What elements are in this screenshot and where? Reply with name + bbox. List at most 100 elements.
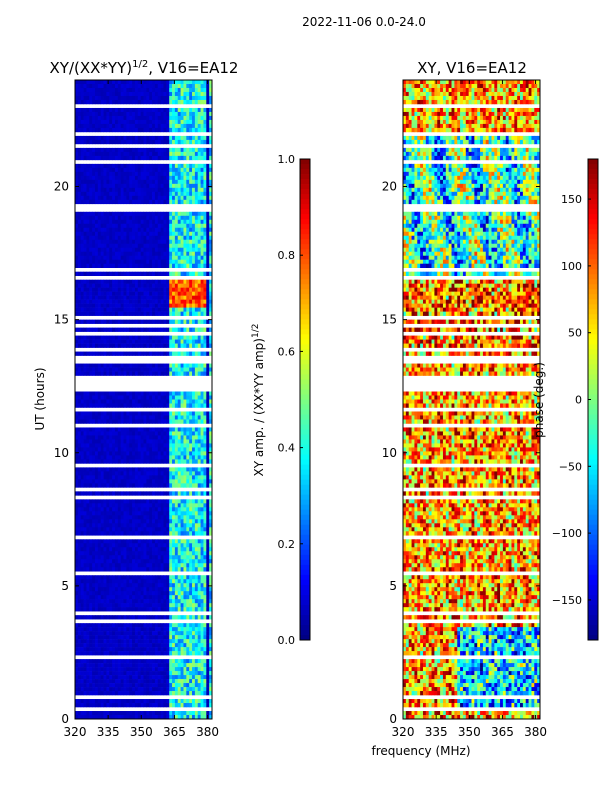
amp-cell xyxy=(112,95,116,101)
amp-cell xyxy=(197,179,201,185)
amp-cell xyxy=(114,367,119,372)
amp-cell xyxy=(89,183,93,189)
amp-cell xyxy=(189,471,193,476)
amp-cell xyxy=(123,155,127,161)
amp-cell xyxy=(163,499,167,504)
amp-cell xyxy=(180,575,184,580)
amp-cell xyxy=(89,455,93,460)
amp-cell xyxy=(83,95,87,101)
amp-cell xyxy=(117,543,122,548)
amp-cell xyxy=(157,415,162,420)
amp-cell xyxy=(120,303,124,308)
amp-cell xyxy=(89,111,93,117)
amp-cell xyxy=(203,515,207,520)
amp-cell xyxy=(140,215,144,221)
amp-cell xyxy=(203,119,207,125)
amp-cell xyxy=(134,491,139,496)
amp-cell xyxy=(92,447,96,452)
amp-cell xyxy=(163,199,167,205)
amp-cell xyxy=(186,367,190,372)
amp-cell xyxy=(132,563,136,568)
amp-cell xyxy=(94,467,99,472)
amp-cell xyxy=(197,515,201,520)
amp-cell xyxy=(140,527,144,532)
amp-cell xyxy=(149,119,153,125)
amp-cell xyxy=(140,491,144,496)
amp-cell xyxy=(180,127,184,133)
amp-cell xyxy=(172,511,176,516)
amp-cell xyxy=(183,251,187,257)
amp-cell xyxy=(109,263,113,268)
amp-cell xyxy=(83,295,87,300)
amp-cell xyxy=(86,591,90,596)
amp-cell xyxy=(166,515,170,520)
amp-cell xyxy=(92,435,96,440)
amp-cell xyxy=(160,163,164,169)
amp-cell xyxy=(77,371,82,376)
amp-cell xyxy=(157,167,162,173)
amp-cell xyxy=(126,339,130,344)
amp-cell xyxy=(163,427,167,432)
amp-cell xyxy=(114,371,119,376)
amp-cell xyxy=(200,311,204,316)
amp-cell xyxy=(166,247,170,253)
amp-cell xyxy=(203,179,207,185)
amp-cell xyxy=(89,467,93,472)
amp-cell xyxy=(180,167,184,173)
amp-cell xyxy=(163,455,167,460)
amp-cell xyxy=(140,107,144,113)
amp-cell xyxy=(89,327,93,332)
amp-cell xyxy=(186,227,190,233)
amp-cell xyxy=(114,563,119,568)
amp-cell xyxy=(189,367,193,372)
amp-cell xyxy=(114,547,119,552)
amp-cell xyxy=(146,367,150,372)
amp-cell xyxy=(166,475,170,480)
amp-cell xyxy=(203,483,207,488)
amp-cell xyxy=(186,235,190,241)
amp-cell xyxy=(77,431,82,436)
amp-cell xyxy=(100,127,104,133)
amp-cell xyxy=(183,291,187,296)
amp-cell xyxy=(174,251,179,257)
amp-cell xyxy=(186,351,190,356)
amp-cell xyxy=(172,99,176,105)
amp-cell xyxy=(134,279,139,284)
amp-cell xyxy=(200,443,204,448)
amp-cell xyxy=(143,563,147,568)
amp-cell xyxy=(146,151,150,157)
amp-cell xyxy=(129,187,133,193)
amp-cell xyxy=(100,531,104,536)
amp-cell xyxy=(174,167,179,173)
amp-cell xyxy=(134,231,139,237)
amp-cell xyxy=(117,307,122,312)
amp-cell xyxy=(146,83,150,89)
amp-cell xyxy=(100,211,104,217)
amp-cell xyxy=(140,459,144,464)
amp-cell xyxy=(94,327,99,332)
amp-cell xyxy=(89,279,93,284)
amp-cell xyxy=(149,343,153,348)
amp-cell xyxy=(146,211,150,217)
amp-cell xyxy=(117,271,122,276)
amp-cell xyxy=(152,471,156,476)
amp-cell xyxy=(206,219,210,225)
amp-cell xyxy=(80,451,84,456)
amp-cell xyxy=(160,527,164,532)
amp-cell xyxy=(200,575,204,580)
amp-cell xyxy=(103,167,107,173)
amp-cell xyxy=(126,279,130,284)
amp-cell xyxy=(137,303,142,308)
amp-cell xyxy=(112,139,116,145)
amp-cell xyxy=(89,555,93,560)
amp-cell xyxy=(134,459,139,464)
amp-cell xyxy=(183,135,187,141)
amp-cell xyxy=(186,555,190,560)
amp-cell xyxy=(106,551,110,556)
amp-cell xyxy=(140,435,144,440)
amp-cell xyxy=(114,419,119,424)
amp-cell xyxy=(120,483,124,488)
amp-cell xyxy=(192,523,196,528)
amp-cell xyxy=(123,415,127,420)
amp-cell xyxy=(137,507,142,512)
